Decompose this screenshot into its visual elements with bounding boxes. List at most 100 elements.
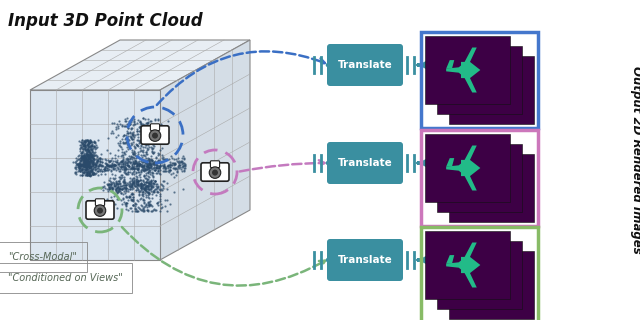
Point xyxy=(133,149,143,155)
Point xyxy=(84,154,94,159)
Point xyxy=(119,166,129,172)
Point xyxy=(82,166,92,172)
Point xyxy=(106,181,116,187)
Point xyxy=(124,194,134,199)
Point xyxy=(79,154,89,159)
Point xyxy=(159,165,169,170)
Point xyxy=(137,141,147,146)
Point xyxy=(83,156,93,162)
Point xyxy=(79,142,89,147)
Point xyxy=(85,168,95,173)
Point xyxy=(142,146,152,151)
Point xyxy=(99,184,109,189)
Point xyxy=(141,162,151,167)
Point xyxy=(138,152,148,157)
Point xyxy=(80,170,90,175)
Point xyxy=(121,194,131,199)
Point xyxy=(143,162,154,167)
Point xyxy=(132,160,142,165)
Point xyxy=(146,125,156,131)
Point xyxy=(74,161,84,166)
Point xyxy=(71,164,81,170)
Point xyxy=(104,182,115,187)
Point xyxy=(132,164,142,169)
Point xyxy=(78,157,88,162)
Point xyxy=(151,163,161,168)
Point xyxy=(92,158,102,163)
Polygon shape xyxy=(461,71,477,92)
Point xyxy=(145,171,156,176)
Point xyxy=(134,162,145,167)
Point xyxy=(125,183,136,188)
Point xyxy=(129,116,140,121)
Point xyxy=(129,180,139,186)
Point xyxy=(154,164,164,169)
Point xyxy=(103,164,113,169)
Point xyxy=(143,132,153,137)
Point xyxy=(152,184,162,189)
Point xyxy=(161,157,171,162)
Point xyxy=(117,164,127,169)
Point xyxy=(75,156,85,161)
Point xyxy=(156,122,166,127)
Point xyxy=(144,200,154,205)
Polygon shape xyxy=(486,74,497,89)
Point xyxy=(88,160,98,165)
Point xyxy=(173,164,184,169)
Point xyxy=(141,122,152,127)
Point xyxy=(126,165,136,170)
Point xyxy=(133,180,143,185)
Point xyxy=(148,160,158,165)
Point xyxy=(79,140,90,145)
Point xyxy=(127,162,138,167)
Point xyxy=(79,138,90,143)
Point xyxy=(118,178,129,183)
Point xyxy=(83,161,93,166)
Point xyxy=(82,164,92,169)
Point xyxy=(148,168,159,173)
Point xyxy=(81,168,92,173)
Point xyxy=(82,147,92,152)
Point xyxy=(118,160,128,165)
Point xyxy=(141,141,151,146)
Point xyxy=(81,173,91,178)
Point xyxy=(149,182,159,187)
Point xyxy=(120,123,131,128)
Point xyxy=(118,183,129,188)
FancyBboxPatch shape xyxy=(327,239,403,281)
Point xyxy=(159,169,169,174)
Point xyxy=(112,180,122,186)
Point xyxy=(109,183,119,188)
Point xyxy=(142,186,152,191)
Point xyxy=(137,181,147,186)
Point xyxy=(134,158,144,163)
Point xyxy=(131,181,141,186)
Point xyxy=(146,177,156,182)
Point xyxy=(148,151,158,156)
Point xyxy=(81,161,92,166)
Point xyxy=(143,183,153,188)
Point xyxy=(78,147,88,152)
Point xyxy=(173,156,183,161)
Point xyxy=(85,140,95,145)
Point xyxy=(128,194,138,199)
Point xyxy=(132,143,143,148)
Point xyxy=(114,161,124,166)
Point xyxy=(74,139,84,144)
Point xyxy=(107,156,117,161)
Point xyxy=(83,151,93,156)
Point xyxy=(133,205,143,210)
Point xyxy=(81,162,92,167)
Point xyxy=(84,166,95,171)
Point xyxy=(120,186,131,191)
Point xyxy=(90,167,100,172)
Point xyxy=(81,164,91,169)
Point xyxy=(142,166,152,172)
Point xyxy=(87,170,97,175)
Point xyxy=(73,157,83,162)
Point xyxy=(84,163,94,168)
Point xyxy=(90,160,100,165)
Point xyxy=(118,140,128,146)
Point xyxy=(179,161,189,166)
Point xyxy=(86,151,96,156)
